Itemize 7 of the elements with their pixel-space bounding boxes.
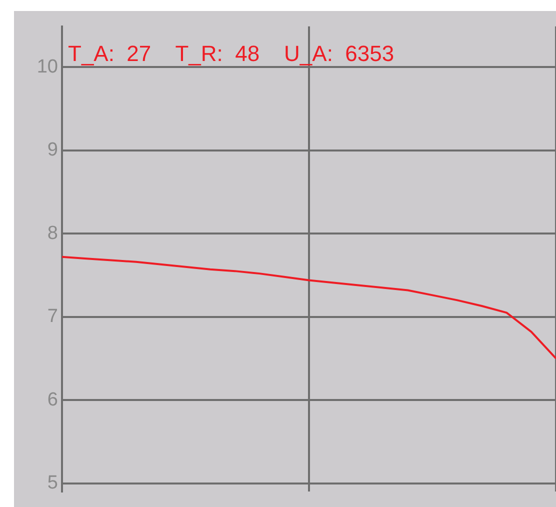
y-tick-label: 8: [47, 222, 58, 244]
y-tick-label: 9: [47, 140, 58, 161]
y-tick-label: 5: [47, 472, 58, 494]
y-tick-label: 10: [36, 56, 58, 78]
y-tick-label: 6: [47, 389, 58, 410]
text: T_A: 27 T_R: 48 U_A: 6353: [68, 41, 394, 66]
y-tick-label: 7: [47, 306, 58, 328]
